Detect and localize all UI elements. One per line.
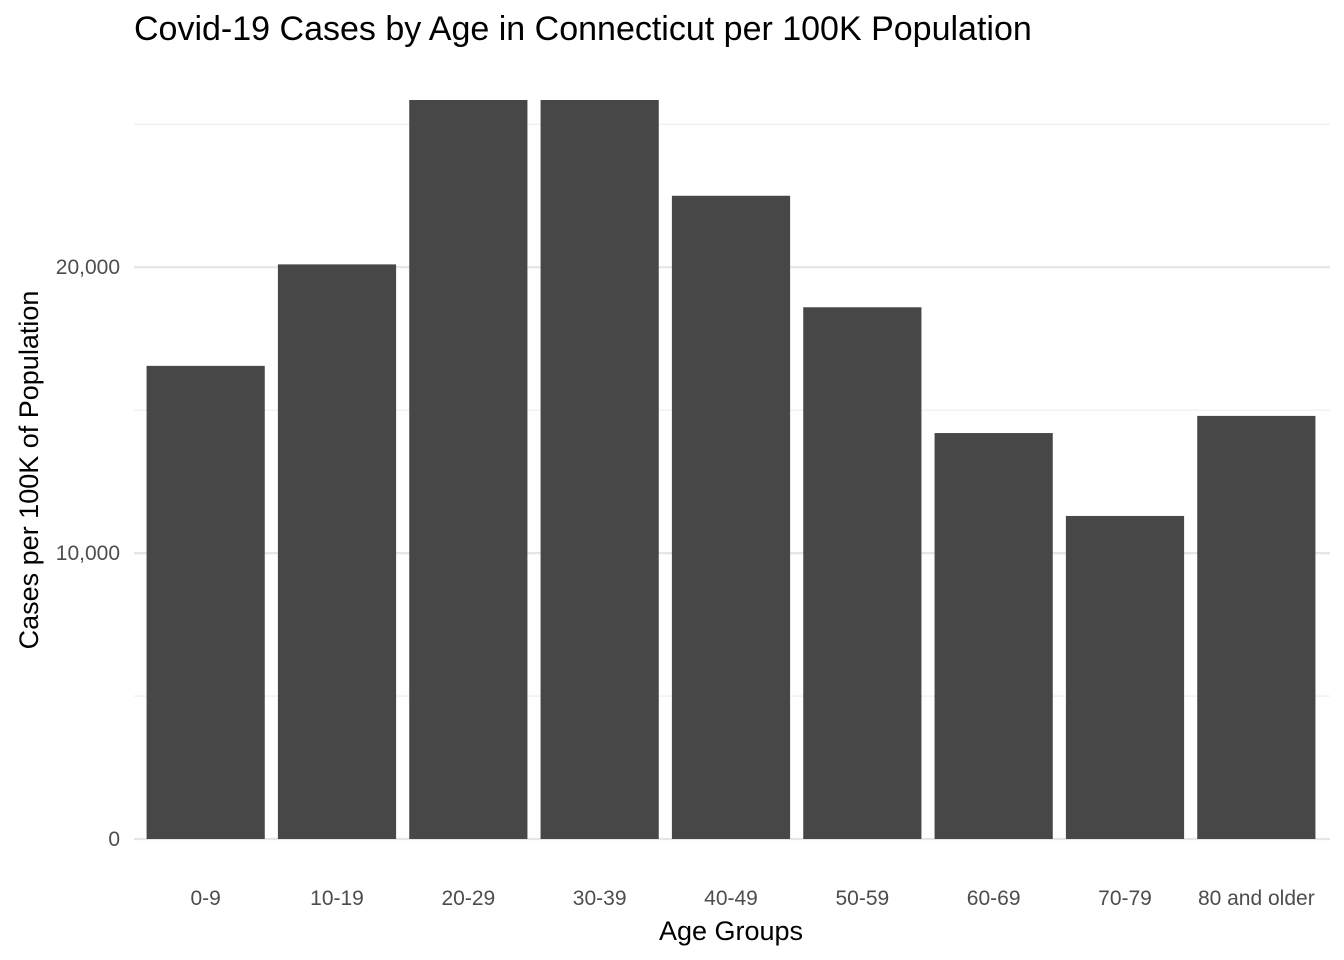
- x-tick-label: 80 and older: [1198, 887, 1315, 910]
- bar-60-69: [934, 433, 1053, 839]
- bar-40-49: [671, 195, 791, 839]
- bar-20-29: [409, 100, 528, 839]
- bar-70-79: [1065, 515, 1185, 839]
- x-tick-label: 70-79: [1098, 887, 1152, 910]
- x-tick-label: 60-69: [967, 887, 1021, 910]
- x-axis-ticks: 0-9 10-19 20-29 30-39 40-49 50-59 60-69 70-79 80…: [190, 887, 1314, 910]
- x-tick-label: 50-59: [835, 887, 889, 910]
- y-axis-ticks: 0 10,000 20,000: [56, 256, 120, 851]
- bar-10-19: [277, 264, 397, 839]
- x-tick-label: 0-9: [190, 887, 220, 910]
- x-tick-label: 10-19: [310, 887, 364, 910]
- chart-title: Covid-19 Cases by Age in Connecticut per…: [134, 10, 1032, 48]
- bar-80-and-older: [1197, 415, 1316, 839]
- bars: [146, 100, 1316, 839]
- bar-0-9: [146, 365, 265, 839]
- y-tick-label: 10,000: [56, 542, 120, 565]
- x-axis-title: Age Groups: [659, 916, 803, 946]
- x-tick-label: 20-29: [441, 887, 495, 910]
- bar-30-39: [540, 100, 659, 839]
- y-tick-label: 0: [108, 828, 120, 851]
- x-tick-label: 30-39: [573, 887, 627, 910]
- x-tick-label: 40-49: [704, 887, 758, 910]
- bar-50-59: [803, 307, 922, 839]
- y-tick-label: 20,000: [56, 256, 120, 279]
- y-axis-title: Cases per 100K of Population: [14, 291, 44, 650]
